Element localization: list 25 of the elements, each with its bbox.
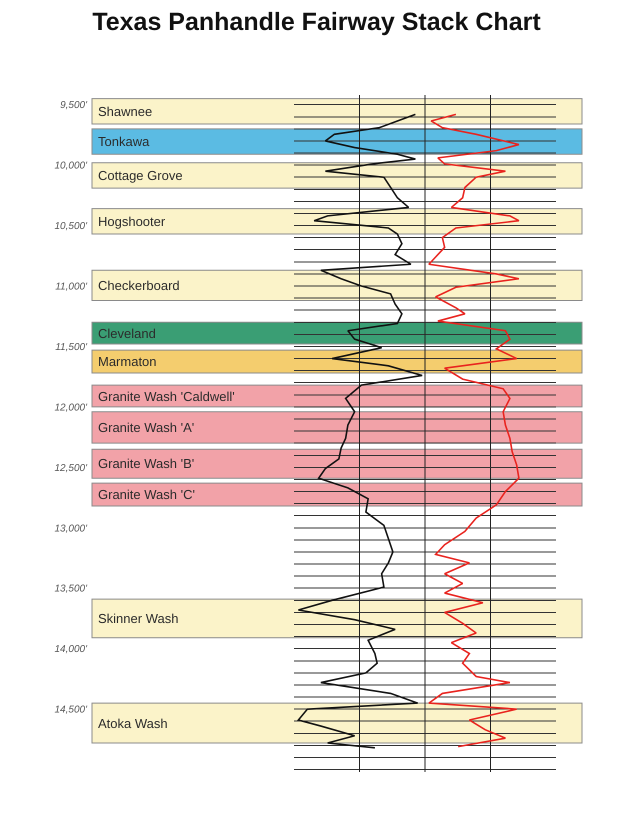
y-tick-label: 12,500' bbox=[54, 462, 88, 474]
y-tick-label: 10,500' bbox=[54, 221, 88, 232]
y-tick-label: 14,000' bbox=[54, 644, 88, 656]
band-label: Skinner Wash bbox=[98, 611, 178, 626]
y-tick-label: 12,000' bbox=[54, 402, 88, 414]
y-tick-label: 11,500' bbox=[55, 342, 88, 353]
band-label: Cottage Grove bbox=[98, 168, 183, 183]
band-label: Granite Wash 'B' bbox=[98, 456, 194, 471]
band-label: Shawnee bbox=[98, 104, 152, 119]
chart-title: Texas Panhandle Fairway Stack Chart bbox=[92, 8, 542, 36]
band-label: Granite Wash 'Caldwell' bbox=[98, 389, 235, 404]
y-tick-label: 11,000' bbox=[55, 282, 88, 293]
y-tick-label: 13,500' bbox=[54, 584, 88, 595]
band-label: Hogshooter bbox=[98, 214, 166, 229]
band-label: Tonkawa bbox=[98, 134, 150, 149]
band-label: Cleveland bbox=[98, 326, 156, 341]
band-label: Marmaton bbox=[98, 354, 157, 369]
band-label: Granite Wash 'C' bbox=[98, 487, 195, 502]
y-tick-label: 10,000' bbox=[54, 160, 88, 172]
band-label: Checkerboard bbox=[98, 278, 180, 293]
y-tick-label: 14,500' bbox=[54, 704, 88, 716]
band-label: Atoka Wash bbox=[98, 716, 168, 731]
y-tick-label: 13,000' bbox=[54, 523, 88, 534]
band-label: Granite Wash 'A' bbox=[98, 420, 194, 435]
y-tick-label: 9,500' bbox=[60, 100, 88, 112]
